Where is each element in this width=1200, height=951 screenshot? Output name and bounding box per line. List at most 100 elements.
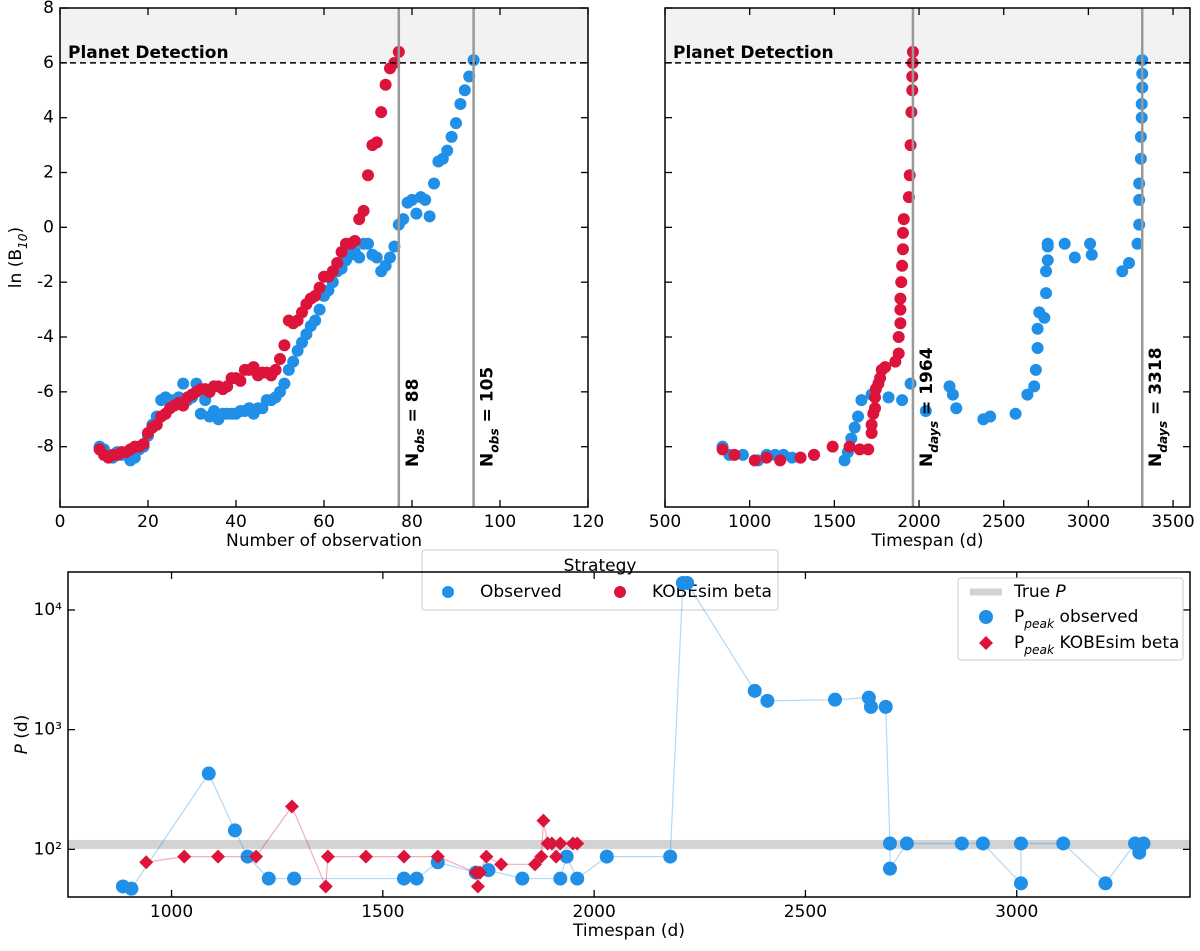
x-tick-label: 3000	[1067, 512, 1110, 532]
data-point	[1068, 251, 1081, 264]
y-axis-label: P (d)	[12, 715, 32, 755]
vertical-marker-label: Ndays = 3318	[1146, 347, 1170, 467]
y-tick-label: 8	[43, 0, 54, 18]
data-point	[1116, 265, 1129, 278]
data-point	[470, 879, 485, 894]
legend-box	[421, 549, 779, 611]
text-part: = 88	[403, 379, 423, 429]
data-point	[736, 448, 749, 461]
axes-frame	[59, 7, 589, 508]
data-point	[278, 339, 291, 352]
x-tick-label: 100	[484, 512, 516, 532]
data-point	[892, 331, 905, 344]
data-point	[388, 240, 401, 253]
data-point	[544, 836, 559, 851]
y-tick-label: 6	[43, 53, 54, 73]
y-tick-label: -4	[37, 327, 54, 347]
data-point	[975, 836, 990, 851]
x-tick-label: 1000	[150, 902, 193, 922]
data-point	[1123, 256, 1136, 269]
true-period-band	[68, 839, 1190, 849]
data-point	[894, 292, 907, 305]
data-point	[843, 440, 856, 453]
data-point	[396, 849, 411, 864]
data-point	[534, 849, 549, 864]
text-part: ln (B	[6, 249, 26, 288]
data-point	[177, 377, 190, 390]
legend-marker	[614, 586, 626, 598]
data-point	[1134, 130, 1147, 143]
data-point	[895, 276, 908, 289]
data-point	[905, 106, 918, 119]
data-point	[1056, 836, 1071, 851]
x-tick-label: 500	[649, 512, 681, 532]
data-point	[313, 281, 326, 294]
x-tick-label: 40	[225, 512, 247, 532]
data-point	[1013, 876, 1028, 891]
data-point	[249, 849, 264, 864]
x-tick-label: 20	[137, 512, 159, 532]
text-part: P	[1014, 607, 1024, 627]
data-point	[479, 849, 494, 864]
y-tick-label: -8	[37, 437, 54, 457]
text-part: )	[6, 227, 26, 234]
data-point	[370, 136, 383, 149]
text-part: peak	[1023, 643, 1055, 657]
data-point	[536, 813, 551, 828]
text-part: days	[926, 421, 940, 453]
data-point	[410, 207, 423, 220]
data-point	[855, 394, 868, 407]
x-tick-label: 1500	[813, 512, 856, 532]
data-point	[869, 402, 881, 415]
data-point	[882, 391, 895, 404]
data-point	[331, 256, 344, 269]
data-point	[570, 836, 585, 851]
data-point	[760, 451, 773, 464]
y-tick-label: 2	[43, 163, 54, 183]
x-tick-label: 2000	[573, 902, 616, 922]
data-point	[1085, 248, 1098, 261]
data-point	[865, 418, 878, 431]
data-point	[882, 836, 897, 851]
data-point	[904, 139, 917, 152]
data-point	[397, 213, 410, 226]
text-part: True	[1013, 582, 1056, 602]
x-tick-label: 2000	[897, 512, 940, 532]
data-point	[320, 849, 335, 864]
x-axis-label: Timespan (d)	[871, 531, 984, 551]
data-point	[458, 84, 471, 97]
data-point	[177, 849, 192, 864]
data-point	[1013, 836, 1028, 851]
data-point	[494, 857, 509, 872]
data-point	[919, 405, 932, 418]
x-tick-label: 3000	[995, 902, 1038, 922]
y-tick-label: 10⁴	[34, 600, 63, 620]
x-tick-label: 80	[401, 512, 423, 532]
data-point	[896, 394, 909, 407]
data-point	[747, 683, 762, 698]
data-point	[1041, 237, 1054, 250]
data-point	[878, 699, 893, 714]
data-point	[946, 388, 959, 401]
text-part: N	[478, 453, 498, 467]
data-point	[808, 448, 821, 461]
data-point	[454, 97, 467, 110]
y-tick-label: -2	[37, 272, 54, 292]
legend-label: Ppeak observed	[1014, 607, 1138, 631]
data-point	[428, 177, 440, 190]
data-point	[896, 259, 909, 272]
data-point	[680, 575, 695, 590]
data-point	[515, 871, 530, 886]
data-point	[894, 317, 907, 330]
data-point	[1136, 836, 1151, 851]
text-part: P	[1014, 633, 1024, 653]
data-point	[774, 454, 787, 467]
data-point	[1040, 287, 1053, 300]
data-point	[599, 849, 614, 864]
data-point	[445, 130, 458, 143]
data-point	[882, 861, 897, 876]
data-point	[124, 881, 139, 896]
data-point	[954, 836, 969, 851]
data-point	[348, 235, 361, 248]
